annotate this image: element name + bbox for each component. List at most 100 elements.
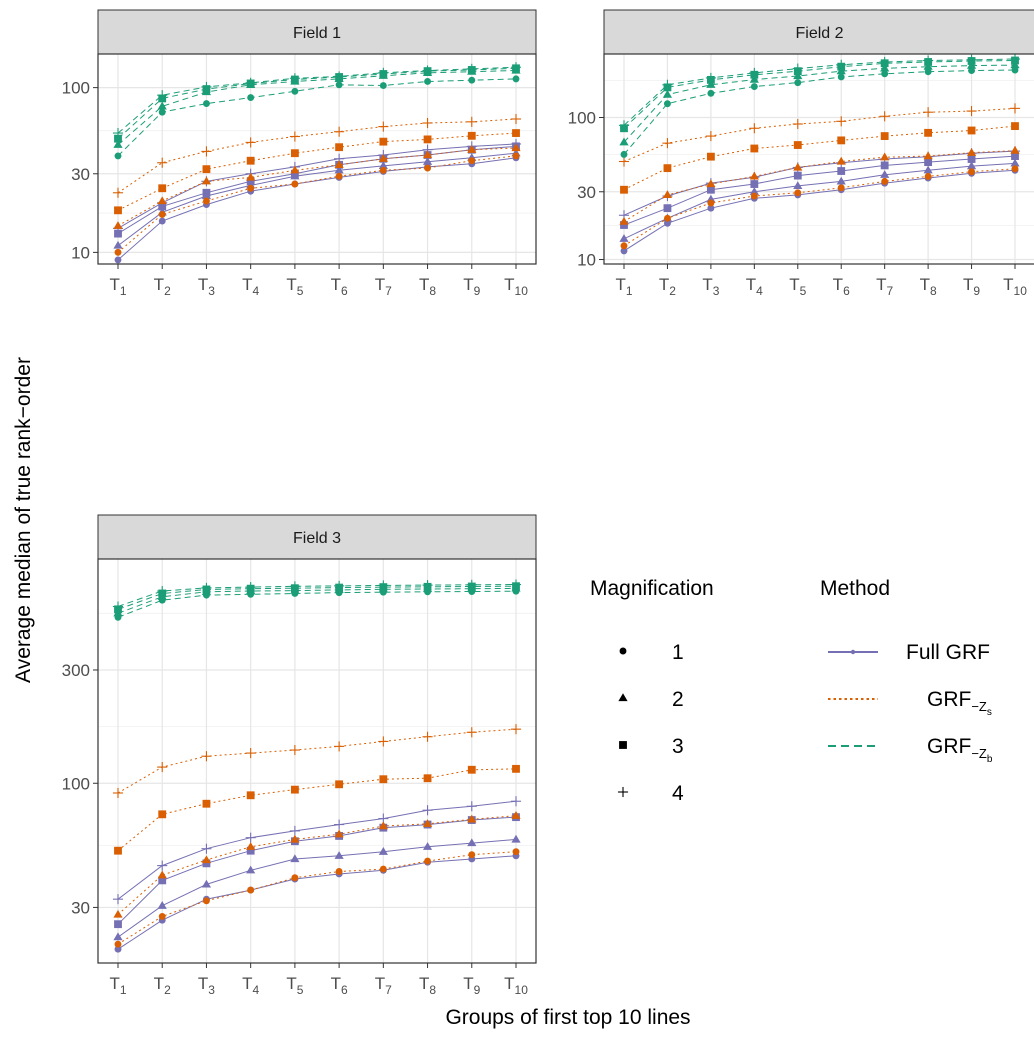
point-zb-mag4-t7 [879,56,890,68]
series-line-full-mag1 [117,855,517,950]
series-line-zs-mag1 [623,168,1016,247]
point-zs-mag3-t1 [114,206,122,215]
point-zs-mag4-t5 [792,118,803,130]
x-tick-label: T9 [463,275,480,298]
series-line-zb-mag4 [117,584,517,607]
x-tick-label: T8 [419,275,436,298]
point-zs-mag2-t10 [511,811,521,819]
point-zs-mag4-t9 [966,106,977,117]
point-zs-mag1-t6 [335,868,343,875]
x-tick-label: T10 [504,974,528,997]
legend-point-full [850,649,856,655]
point-zs-mag2-t6 [836,156,846,165]
point-zs-mag1-t2 [158,210,166,218]
point-zs-mag3-t2 [158,184,167,193]
point-zs-mag4-t1 [112,787,124,799]
series-line-full-mag4 [117,143,517,229]
point-full-mag2-t1 [619,234,629,242]
point-full-mag3-t5 [290,169,299,178]
point-zb-mag4-t5 [792,63,803,74]
point-zs-mag4-t2 [662,138,673,149]
point-zs-mag4-t8 [923,107,934,118]
point-full-mag1-t1 [620,247,628,255]
point-zb-mag1-t2 [158,108,166,116]
point-zs-mag4-t10 [510,724,522,735]
point-full-mag3-t3 [706,185,715,194]
point-zb-mag4-t1 [618,120,630,131]
point-zb-mag4-t3 [201,81,212,92]
point-zs-mag1-t1 [114,248,122,256]
point-zs-mag1-t2 [663,214,671,222]
panel-border [97,53,537,265]
point-zb-mag2-t2 [157,101,167,110]
series-line-zs-mag1 [117,155,517,253]
point-zs-mag3-t3 [202,799,211,808]
point-zs-mag2-t8 [422,819,433,827]
point-full-mag4-t3 [201,843,212,854]
point-zs-mag2-t2 [157,870,167,879]
point-zb-mag4-t6 [836,59,847,70]
point-zb-mag2-t2 [662,89,673,98]
plot-area [98,559,536,963]
point-zs-mag1-t8 [924,172,932,180]
point-zs-mag4-t1 [112,187,124,198]
series-line-zs-mag4 [623,107,1016,162]
series-line-zb-mag1 [623,69,1016,155]
point-zs-mag3-t6 [335,780,344,789]
point-zb-mag2-t7 [880,63,890,72]
point-zb-mag1-t7 [379,82,387,89]
point-zs-mag4-t10 [510,113,522,125]
legend-method-title: Method [820,577,890,600]
point-zs-mag4-t5 [289,131,300,142]
point-zs-mag3-t9 [467,131,476,140]
point-zs-mag4-t10 [1009,103,1021,114]
series-line-zb-mag4 [623,58,1016,126]
point-zb-mag4-t5 [289,581,300,592]
point-zs-mag4-t5 [289,744,300,756]
x-tick-label: T2 [154,974,171,997]
point-zb-mag2-t5 [793,71,803,80]
series-line-zs-mag3 [623,125,1016,191]
point-zs-mag4-t8 [422,117,433,129]
point-zb-mag1-t4 [247,94,255,102]
point-zs-mag3-t5 [793,141,802,149]
series-line-zb-mag2 [117,587,517,614]
point-zb-mag4-t9 [466,63,477,74]
point-zs-mag4-t9 [466,727,477,738]
y-tick-label: 30 [71,898,90,917]
point-zs-mag4-t6 [334,741,345,752]
point-zs-mag3-t7 [880,132,889,140]
series-line-zb-mag1 [117,78,517,157]
legend-magnification-title: Magnification [590,577,714,600]
point-zb-mag4-t6 [334,580,345,591]
point-full-mag4-t10 [510,796,522,807]
point-full-mag1-t1 [114,256,122,264]
point-full-mag3-t3 [202,188,211,197]
point-zs-mag3-t2 [158,810,167,819]
series-line-full-mag1 [623,169,1016,252]
panel-border [97,558,537,964]
point-zs-mag2-t7 [378,821,388,830]
point-zs-mag1-t9 [468,851,476,859]
point-zs-mag2-t1 [113,221,123,229]
point-zs-mag4-t3 [201,751,212,762]
point-full-mag2-t4 [246,865,256,874]
point-zb-mag4-t3 [705,72,716,83]
panel-title: Field 3 [293,530,341,547]
point-zb-mag1-t6 [335,81,343,89]
point-zs-mag2-t3 [201,855,212,864]
point-zb-mag4-t4 [749,67,760,78]
point-zs-mag2-t7 [880,152,890,161]
point-zb-mag1-t5 [794,79,802,87]
series-line-full-mag4 [117,800,517,900]
point-full-mag2-t10 [1010,158,1020,167]
point-zs-mag3-t2 [663,164,672,173]
point-zs-mag4-t3 [705,131,716,142]
x-tick-label: T1 [109,974,126,997]
point-zs-mag3-t1 [114,846,122,855]
point-zs-mag1-t4 [247,184,255,192]
point-full-mag3-t2 [663,204,672,213]
point-zs-mag2-t9 [467,145,477,153]
point-zs-mag2-t8 [422,150,433,159]
